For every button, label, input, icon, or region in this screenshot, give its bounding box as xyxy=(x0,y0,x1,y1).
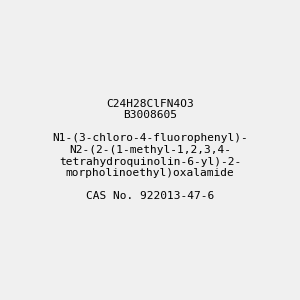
Text: C24H28ClFN4O3
B3008605

N1-(3-chloro-4-fluorophenyl)-
N2-(2-(1-methyl-1,2,3,4-
t: C24H28ClFN4O3 B3008605 N1-(3-chloro-4-fl… xyxy=(52,99,248,201)
